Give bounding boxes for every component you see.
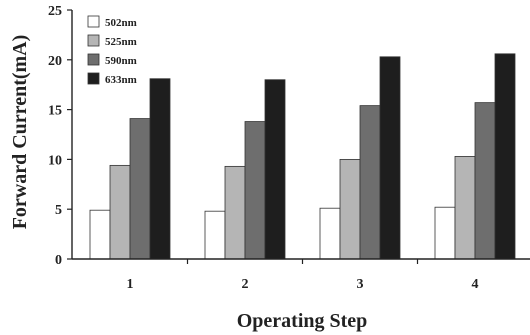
bar-590nm-step-3 (359, 105, 381, 260)
bar-633nm-step-4 (494, 53, 516, 260)
bar-590nm-step-4 (474, 102, 496, 260)
x-tick-label: 4 (472, 277, 479, 292)
bar-633nm-step-2 (264, 79, 286, 260)
x-tick-label: 3 (357, 277, 364, 292)
legend-swatch-525nm (87, 34, 100, 47)
bar-502nm-step-1 (89, 209, 111, 260)
bar-502nm-step-3 (319, 207, 341, 260)
x-tick-label: 2 (242, 277, 249, 292)
y-tick-label: 15 (48, 104, 62, 119)
x-tick-label: 1 (127, 277, 134, 292)
x-axis-title: Operating Step (237, 310, 368, 332)
legend-swatch-633nm (87, 72, 100, 85)
bar-590nm-step-1 (129, 118, 151, 260)
bar-502nm-step-4 (434, 206, 456, 260)
bar-525nm-step-1 (109, 164, 131, 260)
bar-525nm-step-3 (339, 158, 361, 260)
legend-label-502nm: 502nm (105, 17, 137, 29)
y-tick-label: 20 (48, 54, 62, 69)
bar-633nm-step-3 (379, 56, 401, 260)
y-tick-label: 10 (48, 153, 62, 168)
bar-590nm-step-2 (244, 121, 266, 260)
y-axis-title: Forward Current(mA) (9, 35, 31, 230)
legend-label-633nm: 633nm (105, 74, 137, 86)
bar-525nm-step-2 (224, 165, 246, 260)
bar-525nm-step-4 (454, 156, 476, 260)
y-tick-label: 5 (55, 203, 62, 218)
legend-label-590nm: 590nm (105, 55, 137, 67)
y-tick-label: 25 (48, 4, 62, 19)
y-tick-label: 0 (55, 253, 62, 268)
bar-633nm-step-1 (149, 78, 171, 260)
bar-502nm-step-2 (204, 210, 226, 260)
legend-swatch-590nm (87, 53, 100, 66)
legend-swatch-502nm (87, 15, 100, 28)
legend-label-525nm: 525nm (105, 36, 137, 48)
